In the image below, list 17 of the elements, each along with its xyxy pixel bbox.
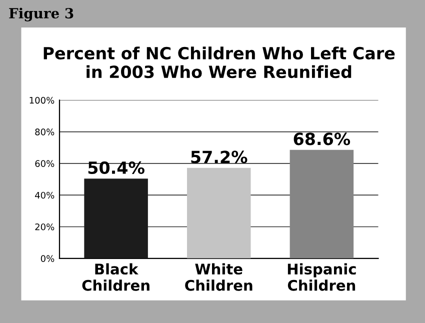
x-tick-label: Hispanic Children: [288, 263, 356, 291]
bar: [187, 168, 251, 258]
bar: [290, 150, 354, 258]
y-tick-label: 20%: [35, 223, 54, 230]
bar: [84, 178, 148, 258]
y-tick-label: 100%: [30, 96, 54, 104]
caption: Figure 3: [9, 8, 74, 22]
data-label: 50.4%: [88, 161, 144, 174]
x-tick-label: Black Children: [82, 263, 150, 291]
y-tick-label: 0%: [40, 255, 54, 262]
data-label: 68.6%: [294, 132, 350, 146]
y-tick-label: 80%: [35, 128, 54, 136]
x-tick-label: White Children: [185, 263, 252, 291]
data-label: 57.2%: [191, 150, 248, 164]
chart-title: Percent of NC Children Who Left Care in 2003 Who Were Reunified: [44, 46, 395, 78]
y-tick-label: 40%: [35, 192, 54, 199]
y-tick-label: 60%: [35, 160, 54, 167]
